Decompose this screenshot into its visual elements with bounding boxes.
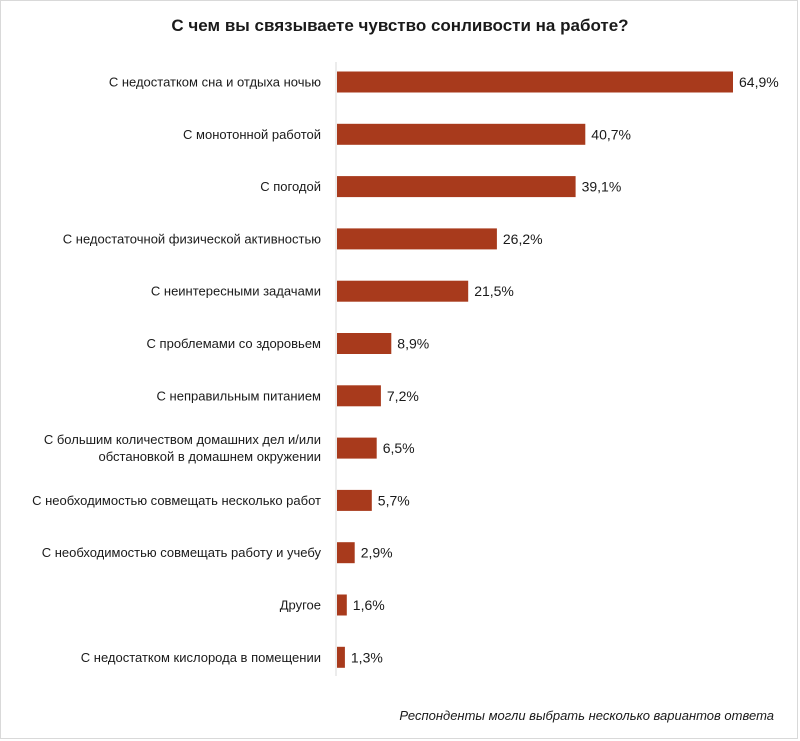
category-label-10: С необходимостью совмещать работу и учеб… <box>42 545 322 560</box>
category-label-8: С большим количеством домашних дел и/или… <box>44 432 321 464</box>
bar-7 <box>337 385 381 407</box>
category-label-2: С монотонной работой <box>183 127 321 142</box>
value-labels-group: 64,9% 40,7% 39,1% 26,2% 21,5% 8,9% 7,2% 6,5% 5,7… <box>351 74 779 665</box>
category-label-line: С погодой <box>260 179 321 194</box>
category-labels-group: С недостатком сна и отдыха ночью С моното… <box>32 75 321 665</box>
value-label-9: 5,7% <box>378 492 410 508</box>
bar-3 <box>337 176 576 198</box>
category-label-12: С недостатком кислорода в помещении <box>81 650 321 665</box>
category-label-line: обстановкой в домашнем окружении <box>99 449 322 464</box>
bar-5 <box>337 280 469 302</box>
category-label-9: С необходимостью совмещать несколько раб… <box>32 493 321 508</box>
value-label-2: 40,7% <box>591 126 631 142</box>
chart-title: С чем вы связываете чувство сонливости н… <box>171 16 629 35</box>
category-label-line: С проблемами со здоровьем <box>147 336 322 351</box>
category-label-line: С неправильным питанием <box>157 388 322 403</box>
category-label-5: С неинтересными задачами <box>151 284 321 299</box>
bars-group <box>337 71 733 668</box>
category-label-line: С большим количеством домашних дел и/или <box>44 432 321 447</box>
bar-2 <box>337 123 586 145</box>
category-label-line: С монотонной работой <box>183 127 321 142</box>
value-label-12: 1,3% <box>351 649 383 665</box>
category-label-11: Другое <box>280 598 321 613</box>
value-label-6: 8,9% <box>397 336 429 352</box>
category-label-1: С недостатком сна и отдыха ночью <box>109 75 321 90</box>
category-label-line: С недостаточной физической активностью <box>63 231 321 246</box>
value-label-3: 39,1% <box>582 179 622 195</box>
category-label-line: Другое <box>280 598 321 613</box>
value-label-10: 2,9% <box>361 545 393 561</box>
bar-12 <box>337 646 345 668</box>
bar-4 <box>337 228 497 250</box>
category-label-line: С недостатком сна и отдыха ночью <box>109 75 321 90</box>
bar-9 <box>337 489 372 511</box>
category-label-3: С погодой <box>260 179 321 194</box>
bar-8 <box>337 437 377 459</box>
value-label-8: 6,5% <box>383 440 415 456</box>
value-label-7: 7,2% <box>387 388 419 404</box>
value-label-11: 1,6% <box>353 597 385 613</box>
category-label-line: С необходимостью совмещать работу и учеб… <box>42 545 322 560</box>
bar-11 <box>337 594 347 616</box>
category-label-6: С проблемами со здоровьем <box>147 336 322 351</box>
value-label-4: 26,2% <box>503 231 543 247</box>
category-label-line: С неинтересными задачами <box>151 284 321 299</box>
value-label-1: 64,9% <box>739 74 779 90</box>
category-label-line: С необходимостью совмещать несколько раб… <box>32 493 321 508</box>
bar-10 <box>337 542 355 564</box>
bar-1 <box>337 71 733 93</box>
chart-footnote: Респонденты могли выбрать несколько вари… <box>399 708 774 723</box>
category-label-4: С недостаточной физической активностью <box>63 231 321 246</box>
value-label-5: 21,5% <box>474 283 514 299</box>
bar-6 <box>337 333 392 354</box>
category-label-7: С неправильным питанием <box>157 388 322 403</box>
category-label-line: С недостатком кислорода в помещении <box>81 650 321 665</box>
